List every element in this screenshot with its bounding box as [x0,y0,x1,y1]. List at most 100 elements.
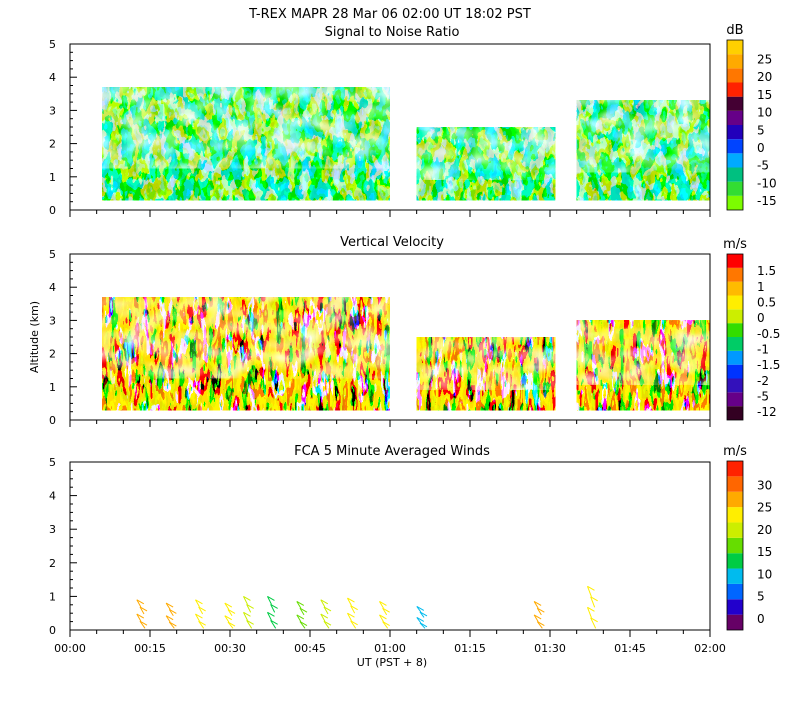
colorbar-cell [727,110,743,125]
colorbar-cell [727,364,743,379]
colorbar-cell [727,68,743,83]
barb-flag [350,620,358,626]
colorbar-cell [727,568,743,584]
barb-flag [224,602,233,608]
barb-flag [537,607,545,613]
colorbar-label: -10 [757,176,777,190]
barb-flag [323,620,332,626]
barb-flag [243,595,251,601]
wind-barb [586,585,598,629]
barb-shaft [590,617,597,629]
y-tick-label: 4 [49,71,56,84]
barb-shaft [382,621,389,629]
colorbar-label: -1 [757,343,769,357]
barb-shaft [246,620,253,629]
snr-heatmap [102,87,710,201]
colorbar-cell [727,153,743,168]
y-tick-label: 0 [49,624,56,637]
wind-barb [267,595,278,629]
colorbar-3 [726,460,744,631]
barb-flag [139,620,148,626]
y-tick-label: 2 [49,138,56,151]
y-tick-label: 5 [49,456,56,469]
barb-flag [195,613,203,619]
colorbar-label: 0.5 [757,296,776,310]
barb-flag [587,585,595,591]
colorbar-cell [727,54,743,69]
barb-flag [169,608,177,614]
y-axis-label: Altitude (km) [28,301,41,373]
y-tick-label: 2 [49,557,56,570]
colorbar-unit: m/s [723,444,747,459]
barb-shaft [586,607,592,618]
figure-title: T-REX MAPR 28 Mar 06 02:00 UT 18:02 PST [248,7,531,22]
colorbar-2 [726,253,744,421]
colorbar-cell [727,599,743,615]
barb-flag [243,611,251,617]
wind-barb [379,601,390,629]
colorbar-cell [727,96,743,111]
colorbar-label: 1.5 [757,264,776,278]
barb-shaft [224,602,230,610]
colorbar-cell [727,461,743,477]
barb-shaft [198,606,204,615]
colorbar-cell [727,281,743,296]
barb-flag [320,599,329,605]
colorbar-label: -1.5 [757,358,780,372]
colorbar-cell [727,82,743,97]
x-axis-label: UT (PST + 8) [357,656,427,669]
colorbar-label: -0.5 [757,327,780,341]
barb-flag [227,608,236,614]
barb-shaft [536,607,542,616]
wind-barb [165,602,177,629]
wind-barb [416,606,428,629]
colorbar-cell [727,522,743,538]
barb-shaft [296,614,302,622]
colorbar-cell [727,195,743,210]
colorbar-label: 5 [757,123,765,137]
colorbar-cell [727,406,743,420]
colorbar-cell [727,267,743,282]
colorbar-label: -15 [757,194,777,208]
colorbar-label: 25 [757,501,772,515]
barb-flag [165,602,174,608]
y-tick-label: 4 [49,490,56,503]
barb-flag [382,621,390,627]
vv-panel-title: Vertical Velocity [340,235,444,250]
y-tick-label: 3 [49,104,56,117]
colorbar-cell [727,491,743,508]
colorbar-label: 1 [757,280,765,294]
y-tick-label: 2 [49,348,56,361]
barb-flag [246,619,254,625]
barb-flag [347,597,355,603]
x-tick-label: 00:00 [54,642,86,655]
barb-flag [165,615,174,621]
y-tick-label: 0 [49,204,56,217]
barb-shaft [382,607,388,616]
colorbar-unit: m/s [723,237,747,252]
coverage-gap [102,87,390,169]
colorbar-cell [727,378,743,393]
barb-shaft [347,612,352,621]
colorbar-unit: dB [726,23,743,38]
barb-shaft [533,614,539,622]
barb-shaft [533,601,539,609]
colorbar-cell [727,125,743,140]
barb-shaft [323,606,329,615]
barb-flag [246,603,254,609]
colorbar-cell [727,507,743,523]
barb-flag [587,606,595,612]
barb-shaft [270,620,277,629]
barb-flag [299,621,308,627]
barb-flag [320,613,329,619]
wind-barbs [136,585,598,629]
barb-flag [419,611,428,617]
barb-shaft [136,613,142,622]
barb-shaft [586,586,592,597]
barb-shaft [168,609,174,616]
colorbar-label: 0 [757,141,765,155]
barb-shaft [267,612,272,621]
barb-shaft [299,607,305,616]
barb-flag [347,612,355,618]
